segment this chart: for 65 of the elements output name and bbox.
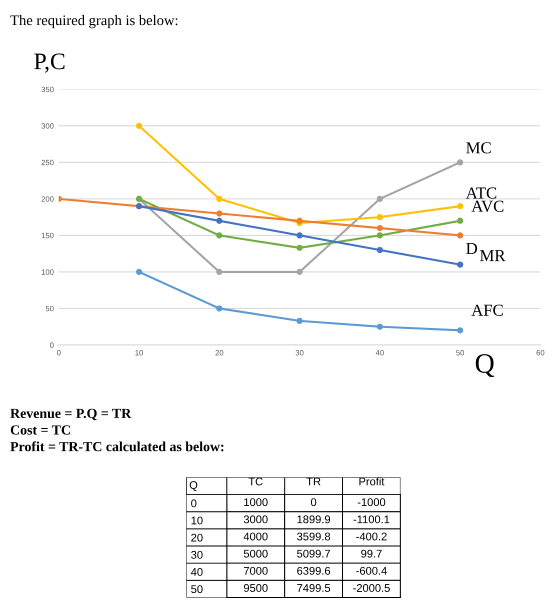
- data-label: 5099.7: [297, 550, 330, 558]
- text: Cost = TC: [10, 425, 70, 435]
- point: [376, 224, 383, 232]
- x-tick-label: TR: [306, 478, 320, 486]
- point: [296, 318, 303, 324]
- series-label: MR: [480, 250, 506, 262]
- y-tick-label: 30: [191, 550, 203, 559]
- y-tick-label: 50: [191, 585, 203, 594]
- y-tick-label: 20: [191, 534, 203, 542]
- y-axis-title: Q: [190, 481, 198, 491]
- point: [457, 232, 464, 239]
- data-label: 7499.5: [297, 584, 330, 592]
- point: [216, 268, 222, 276]
- point: [457, 159, 464, 166]
- data-label: -600.4: [356, 566, 387, 575]
- data-label: 3599.8: [297, 532, 330, 540]
- point: [376, 196, 383, 202]
- data-label: -1100.1: [354, 515, 390, 524]
- series-label: AFC: [471, 304, 503, 316]
- point: [376, 214, 383, 220]
- text: Revenue = P.Q = TR: [10, 408, 132, 420]
- data-label: 5000: [244, 550, 268, 558]
- data-label: -400.2: [356, 532, 387, 540]
- point: [376, 232, 383, 239]
- point: [457, 218, 464, 224]
- point: [216, 218, 222, 224]
- data-label: 6399.6: [297, 566, 330, 575]
- x-tick-label: Profit: [359, 477, 384, 486]
- point: [136, 122, 142, 129]
- data-label: 0: [310, 498, 316, 506]
- series-label: ATC: [466, 187, 496, 199]
- point: [216, 232, 222, 239]
- point: [296, 244, 303, 251]
- data-label: 4000: [244, 532, 268, 540]
- chart-title: The required graph is below:: [10, 14, 178, 28]
- series-label: MC: [466, 142, 491, 154]
- data-label: 1000: [244, 498, 268, 506]
- y-tick-label: 0: [191, 499, 196, 508]
- point: [216, 210, 222, 217]
- data-label: -1000: [358, 498, 386, 506]
- point: [296, 268, 303, 276]
- point: [216, 196, 222, 202]
- x-axis-title: Q: [476, 354, 494, 378]
- point: [376, 324, 383, 330]
- point: [296, 232, 303, 239]
- y-tick-label: 40: [190, 568, 203, 576]
- point: [296, 218, 303, 224]
- data-label: -2000.5: [353, 584, 390, 592]
- data-label: 1899.9: [297, 515, 330, 524]
- data-label: 7000: [244, 566, 268, 575]
- x-tick-label: TC: [248, 478, 263, 486]
- series-label: D: [466, 242, 478, 254]
- text: Profit = TR-TC calculated as below:: [10, 441, 224, 452]
- point: [376, 246, 383, 254]
- y-tick-label: 10: [192, 516, 203, 524]
- point: [136, 268, 142, 276]
- point: [457, 327, 464, 334]
- point: [457, 203, 464, 210]
- point: [216, 305, 222, 312]
- y-axis-title: P,C: [34, 53, 64, 73]
- point: [457, 261, 464, 268]
- series-label: AVC: [471, 200, 504, 212]
- data-label: 3000: [244, 515, 268, 524]
- data-label: 9500: [244, 584, 268, 592]
- data-label: 99.7: [361, 550, 382, 558]
